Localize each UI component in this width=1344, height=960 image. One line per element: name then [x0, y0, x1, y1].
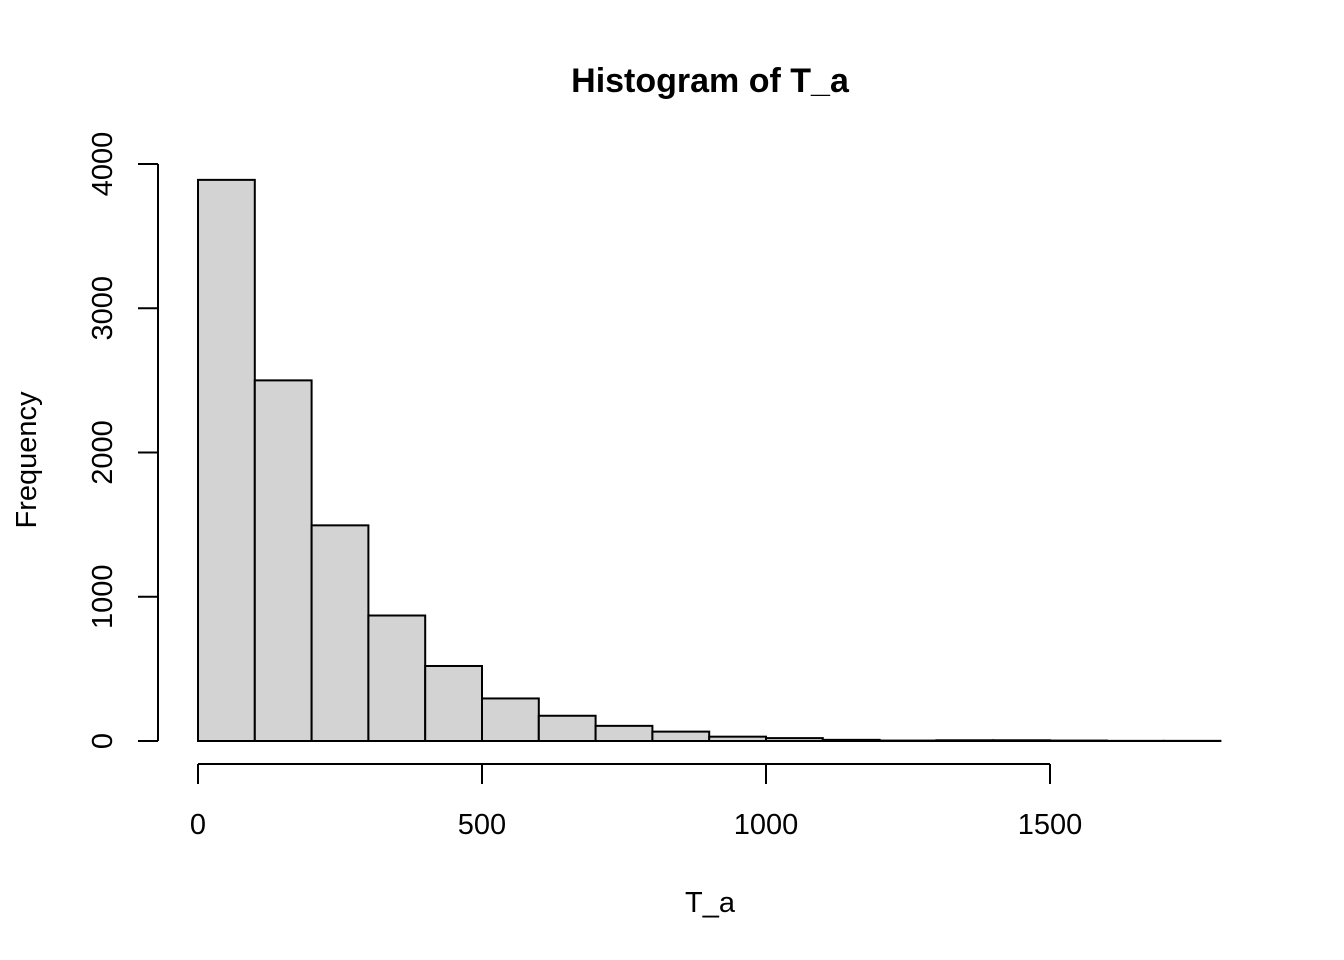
histogram-bar: [253, 379, 313, 742]
y-tick-label: 2000: [87, 420, 119, 485]
histogram-bar: [424, 664, 484, 742]
y-tick-label: 4000: [87, 132, 119, 197]
chart-title: Histogram of T_a: [571, 62, 850, 100]
histogram-bar: [537, 714, 597, 742]
y-tick-label: 0: [87, 733, 119, 749]
histogram-bar: [310, 524, 370, 742]
histogram-bar: [594, 724, 654, 743]
x-tick-label: 500: [458, 809, 506, 841]
x-tick-label: 1500: [1018, 809, 1083, 841]
x-axis-label: T_a: [685, 887, 736, 919]
histogram-bar: [197, 178, 256, 742]
x-tick-label: 0: [190, 809, 206, 841]
histogram-bar: [481, 697, 540, 742]
y-tick-label: 3000: [87, 276, 119, 341]
histogram-bar: [367, 614, 427, 742]
y-tick-label: 1000: [87, 564, 119, 629]
x-axis: 0 500 1000 1500: [190, 763, 1083, 841]
y-axis-label: Frequency: [11, 391, 43, 529]
bars-group: [197, 178, 1222, 743]
histogram-bar: [651, 730, 711, 743]
x-tick-label: 1000: [734, 809, 799, 841]
y-axis: 0 1000 2000 3000 4000: [87, 132, 159, 749]
